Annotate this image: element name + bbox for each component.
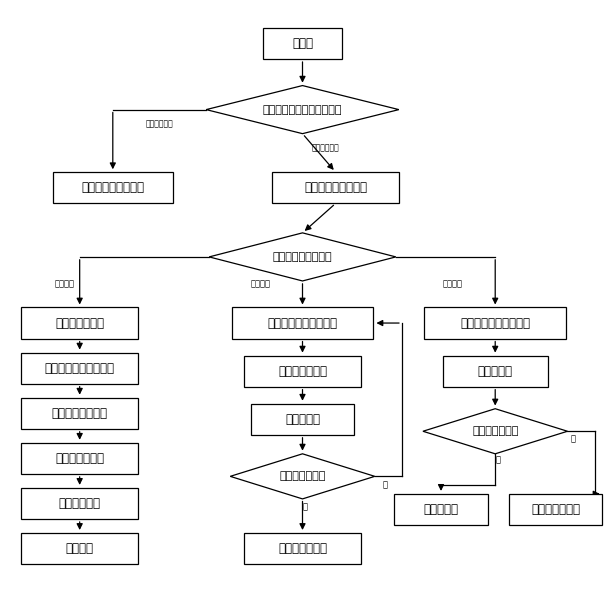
Bar — [53, 172, 173, 204]
Text: 是: 是 — [495, 455, 501, 464]
Text: 接收到通讯模块启动包: 接收到通讯模块启动包 — [45, 362, 115, 374]
Text: 输入模块: 输入模块 — [443, 280, 463, 289]
Text: 发送复位命令包: 发送复位命令包 — [531, 503, 580, 516]
Text: 通讯模块: 通讯模块 — [54, 280, 74, 289]
Text: 数据包是否正常: 数据包是否正常 — [472, 426, 518, 436]
Bar — [394, 494, 488, 525]
Polygon shape — [209, 233, 396, 281]
Text: 是否有设备加入或退出系统: 是否有设备加入或退出系统 — [263, 104, 342, 115]
Text: 主动发送查询包: 主动发送查询包 — [55, 316, 104, 330]
Text: 设备加入系统: 设备加入系统 — [312, 144, 339, 153]
Bar — [21, 443, 139, 474]
Text: 发送复位命令包: 发送复位命令包 — [278, 542, 327, 555]
Text: 发送可操作状态包: 发送可操作状态包 — [51, 406, 108, 420]
Bar — [442, 356, 548, 387]
Text: 等待数据上传: 等待数据上传 — [59, 497, 100, 510]
Text: 发送输出控制包: 发送输出控制包 — [278, 365, 327, 378]
Bar — [263, 28, 342, 59]
Text: 判断新增加设备类型: 判断新增加设备类型 — [273, 252, 332, 262]
Text: 否: 否 — [382, 480, 388, 489]
Bar — [244, 533, 361, 564]
Text: 否: 否 — [571, 435, 575, 443]
Polygon shape — [231, 454, 374, 499]
Polygon shape — [206, 86, 399, 133]
Text: 是否收到错误帧: 是否收到错误帧 — [280, 471, 325, 481]
Polygon shape — [423, 409, 567, 454]
Text: 发送配置信息包: 发送配置信息包 — [55, 452, 104, 465]
Text: 发送应答帧: 发送应答帧 — [478, 365, 512, 378]
Text: 是: 是 — [303, 502, 308, 511]
Bar — [21, 533, 139, 564]
Bar — [244, 356, 361, 387]
Bar — [21, 307, 139, 339]
Bar — [21, 488, 139, 519]
Bar — [232, 307, 373, 339]
Bar — [21, 353, 139, 384]
Text: 数据处理: 数据处理 — [66, 542, 94, 555]
Text: 分配新增加设备内存: 分配新增加设备内存 — [304, 181, 367, 194]
Bar — [21, 397, 139, 429]
Text: 释放该设备所占内存: 释放该设备所占内存 — [81, 181, 145, 194]
Text: 发送心跳包: 发送心跳包 — [285, 413, 320, 426]
Text: 输出模块: 输出模块 — [250, 280, 270, 289]
Bar — [425, 307, 566, 339]
Text: 初始化: 初始化 — [292, 37, 313, 50]
Bar — [509, 494, 602, 525]
Text: 设备退出系统: 设备退出系统 — [145, 120, 173, 129]
Bar — [272, 172, 399, 204]
Text: 解析数据包: 解析数据包 — [424, 503, 459, 516]
Bar — [251, 403, 354, 435]
Text: 接收到输入模块启动包: 接收到输入模块启动包 — [460, 316, 530, 330]
Text: 接收到输出模块启动包: 接收到输出模块启动包 — [267, 316, 338, 330]
